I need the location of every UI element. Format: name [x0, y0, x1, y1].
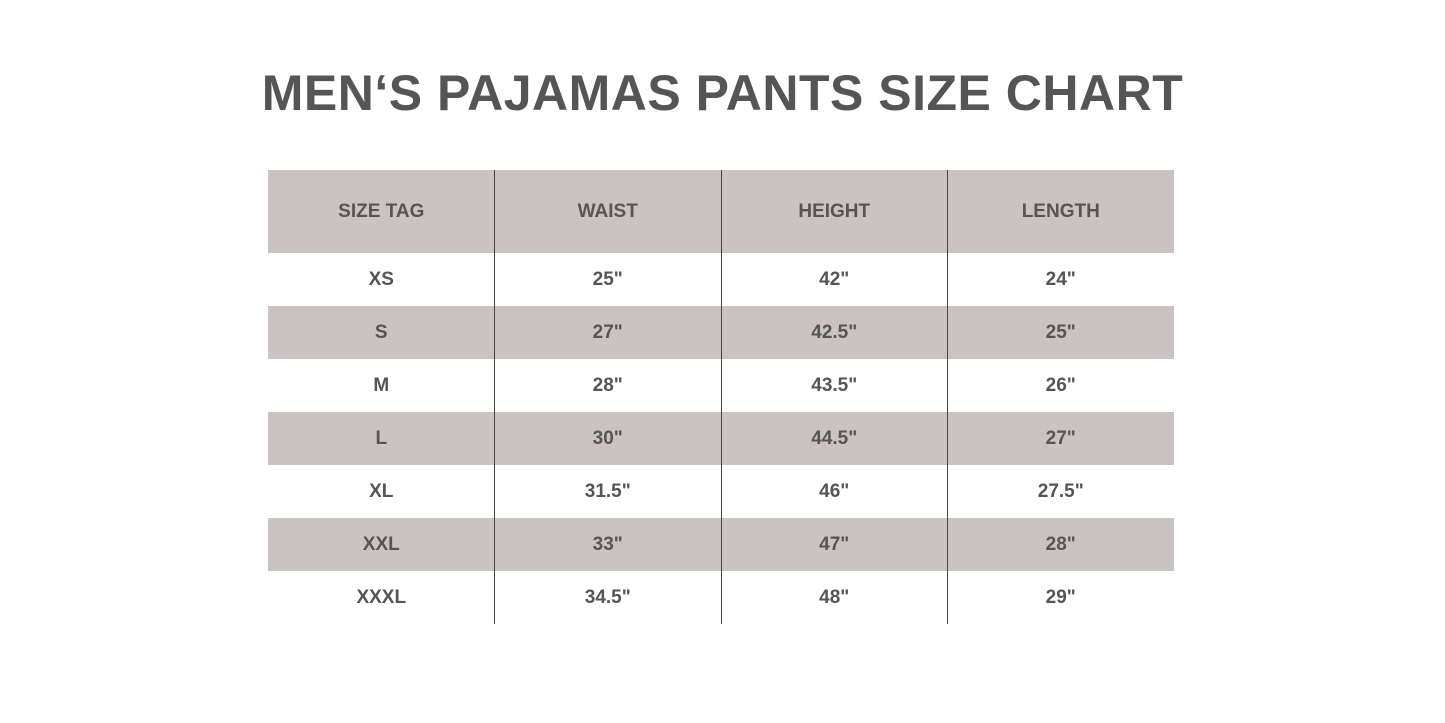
- table-cell: L: [375, 427, 388, 449]
- table-cell: 31.5": [584, 480, 631, 502]
- table-cell: 34.5": [584, 586, 631, 608]
- table-cell: 44.5": [811, 427, 858, 449]
- table-cell: XL: [369, 480, 394, 502]
- table-cell: 25": [592, 268, 623, 290]
- table-row: XL 31.5" 46" 27.5": [268, 465, 1174, 518]
- column-divider: [494, 170, 495, 624]
- column-header: SIZE TAG: [338, 200, 425, 222]
- table-row: XS 25" 42" 24": [268, 253, 1174, 306]
- table-cell: 24": [1045, 268, 1076, 290]
- table-cell: 25": [1045, 321, 1076, 343]
- table-cell: 26": [1045, 374, 1076, 396]
- column-divider: [947, 170, 948, 624]
- table-cell: 28": [1045, 533, 1076, 555]
- table-cell: 27": [592, 321, 623, 343]
- table-cell: M: [373, 374, 390, 396]
- table-cell: 28": [592, 374, 623, 396]
- page-title: MEN‘S PAJAMAS PANTS SIZE CHART: [261, 65, 1184, 121]
- table-cell: 30": [592, 427, 623, 449]
- table-cell: XXXL: [356, 586, 407, 608]
- table-cell: 33": [592, 533, 623, 555]
- table-cell: 27.5": [1037, 480, 1084, 502]
- table-row: XXXL 34.5" 48" 29": [268, 571, 1174, 624]
- table-cell: XS: [368, 268, 394, 290]
- table-cell: 43.5": [811, 374, 858, 396]
- column-header: WAIST: [577, 200, 638, 222]
- table-cell: 27": [1045, 427, 1076, 449]
- table-cell: 42.5": [811, 321, 858, 343]
- column-header: LENGTH: [1021, 200, 1100, 222]
- table-cell: 46": [819, 480, 850, 502]
- table-cell: 47": [819, 533, 850, 555]
- table-cell: S: [374, 321, 388, 343]
- table-row: M 28" 43.5" 26": [268, 359, 1174, 412]
- table-cell: 48": [819, 586, 850, 608]
- table-cell: 29": [1045, 586, 1076, 608]
- column-header: HEIGHT: [798, 200, 871, 222]
- column-divider: [721, 170, 722, 624]
- size-table: SIZE TAG WAIST HEIGHT LENGTH XS 25" 42" 24"…: [268, 170, 1174, 624]
- table-cell: XXL: [362, 533, 400, 555]
- table-cell: 42": [819, 268, 850, 290]
